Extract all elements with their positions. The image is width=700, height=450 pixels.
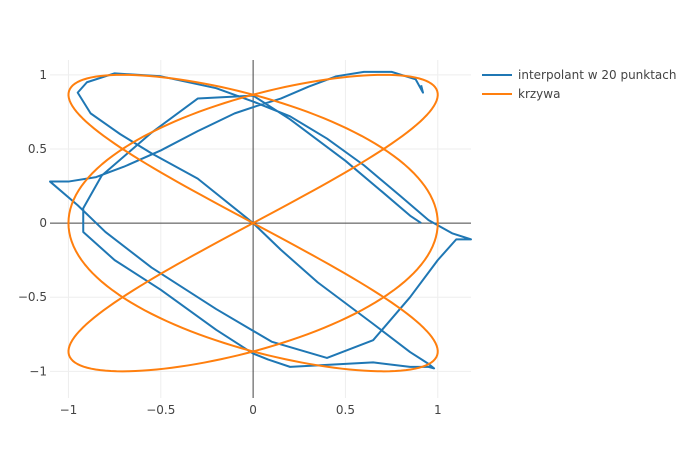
y-tick-label: −1 bbox=[29, 364, 47, 378]
legend[interactable]: interpolant w 20 punktach krzywa bbox=[482, 68, 676, 101]
x-tick-label: 1 bbox=[434, 403, 442, 417]
y-tick-label: 0 bbox=[39, 216, 47, 230]
plot-area bbox=[49, 70, 472, 373]
x-tick-label: −0.5 bbox=[146, 403, 175, 417]
y-tick-label: −0.5 bbox=[18, 290, 47, 304]
x-tick-label: −1 bbox=[60, 403, 78, 417]
legend-item-interpolant[interactable]: interpolant w 20 punktach bbox=[482, 68, 676, 82]
y-tick-label: 0.5 bbox=[28, 142, 47, 156]
zero-lines bbox=[50, 60, 471, 398]
legend-item-krzywa[interactable]: krzywa bbox=[482, 87, 560, 101]
y-tick-label: 1 bbox=[39, 68, 47, 82]
series-krzywa-line bbox=[67, 73, 439, 373]
x-tick-label: 0.5 bbox=[336, 403, 355, 417]
tick-labels: −1 −0.5 0 0.5 1 −1 −0.5 0 0.5 1 bbox=[18, 68, 442, 417]
legend-label-krzywa: krzywa bbox=[518, 87, 560, 101]
x-tick-label: 0 bbox=[249, 403, 257, 417]
legend-label-interpolant: interpolant w 20 punktach bbox=[518, 68, 676, 82]
